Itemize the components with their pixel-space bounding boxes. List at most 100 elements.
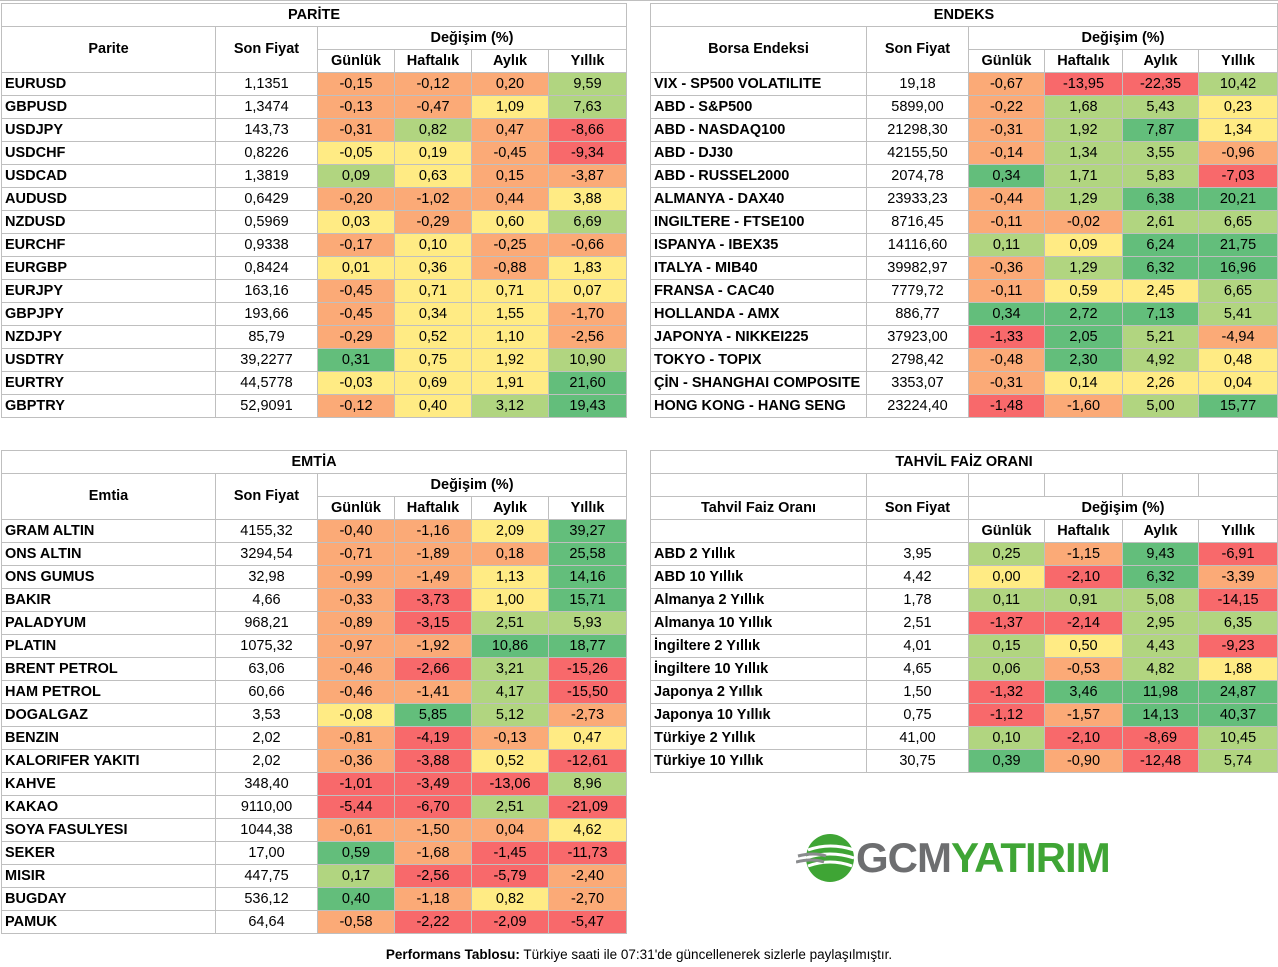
tahvil-yearly-change-cell: -14,15 xyxy=(1197,588,1278,612)
parite-yearly-change-cell: 21,60 xyxy=(547,371,628,395)
footer-note: Performans Tablosu: Türkiye saati ile 07… xyxy=(0,944,1278,966)
tahvil-yearly-change-cell: -9,23 xyxy=(1197,634,1278,658)
emtia-asset-name-cell: KALORIFER YAKITI xyxy=(1,749,216,773)
endeks-last-price-cell: 8716,45 xyxy=(866,210,969,234)
emtia-monthly-change-cell: 5,12 xyxy=(471,703,549,727)
parite-asset-name-cell: NZDUSD xyxy=(1,210,216,234)
tahvil-change-header: Değişim (%) xyxy=(967,496,1278,520)
emtia-last-price-cell: 2,02 xyxy=(215,726,318,750)
endeks-row: FRANSA - CAC40 7779,72 -0,11 0,59 2,45 6,65 xyxy=(650,279,1278,303)
tahvil-row: İngiltere 2 Yıllık 4,01 0,15 0,50 4,43 -9,23 xyxy=(650,634,1278,658)
parite-yearly-change-cell: -3,87 xyxy=(547,164,628,188)
endeks-monthly-change-cell: 4,92 xyxy=(1122,348,1199,372)
parite-weekly-change-cell: 0,71 xyxy=(394,279,472,303)
parite-last-price-cell: 1,1351 xyxy=(215,72,318,96)
endeks-asset-name-cell: ÇİN - SHANGHAI COMPOSITE xyxy=(650,371,867,395)
parite-weekly-change-cell: -1,02 xyxy=(394,187,472,211)
parite-daily-change-cell: -0,03 xyxy=(317,371,395,395)
tahvil-label-header: Tahvil Faiz Oranı xyxy=(650,496,867,520)
tahvil-weekly-change-cell: -1,15 xyxy=(1044,542,1123,566)
emtia-monthly-change-cell: 0,82 xyxy=(471,887,549,911)
parite-last-price-cell: 39,2277 xyxy=(215,348,318,372)
emtia-last-price-cell: 4155,32 xyxy=(215,519,318,543)
emtia-yearly-change-cell: 5,93 xyxy=(547,611,628,635)
endeks-last-price-cell: 2074,78 xyxy=(866,164,969,188)
tahvil-daily-header: Günlük xyxy=(968,519,1045,543)
endeks-last-price-cell: 7779,72 xyxy=(866,279,969,303)
endeks-last-price-cell: 886,77 xyxy=(866,302,969,326)
emtia-monthly-change-cell: -5,79 xyxy=(471,864,549,888)
tahvil-daily-change-cell: 0,15 xyxy=(968,634,1045,658)
endeks-last-price-cell: 37923,00 xyxy=(866,325,969,349)
parite-yearly-change-cell: 6,69 xyxy=(547,210,628,234)
endeks-yearly-change-cell: -7,03 xyxy=(1197,164,1278,188)
emtia-section: EMTİA Emtia Son Fiyat Değişim (%) Günlük… xyxy=(0,450,628,934)
tahvil-monthly-change-cell: 5,08 xyxy=(1122,588,1199,612)
parite-daily-change-cell: -0,05 xyxy=(317,141,395,165)
parite-daily-change-cell: -0,45 xyxy=(317,302,395,326)
emtia-asset-name-cell: PAMUK xyxy=(1,910,216,934)
parite-monthly-change-cell: 0,60 xyxy=(471,210,549,234)
parite-price-header: Son Fiyat xyxy=(215,26,318,73)
parite-last-price-cell: 85,79 xyxy=(215,325,318,349)
tahvil-yearly-change-cell: 6,35 xyxy=(1197,611,1278,635)
endeks-weekly-change-cell: 1,92 xyxy=(1044,118,1123,142)
parite-last-price-cell: 0,8226 xyxy=(215,141,318,165)
parite-daily-change-cell: -0,17 xyxy=(317,233,395,257)
tahvil-daily-change-cell: 0,06 xyxy=(968,657,1045,681)
parite-row: GBPJPY 193,66 -0,45 0,34 1,55 -1,70 xyxy=(1,302,628,326)
emtia-row: PLATIN 1075,32 -0,97 -1,92 10,86 18,77 xyxy=(1,634,628,658)
emtia-asset-name-cell: BENZIN xyxy=(1,726,216,750)
emtia-table: EMTİA Emtia Son Fiyat Değişim (%) Günlük… xyxy=(0,450,628,934)
tahvil-blank-cell xyxy=(650,519,867,543)
endeks-monthly-change-cell: 3,55 xyxy=(1122,141,1199,165)
parite-daily-header: Günlük xyxy=(317,49,395,73)
parite-monthly-change-cell: 0,20 xyxy=(471,72,549,96)
parite-daily-change-cell: 0,31 xyxy=(317,348,395,372)
tahvil-weekly-change-cell: -2,14 xyxy=(1044,611,1123,635)
tahvil-yearly-change-cell: -6,91 xyxy=(1197,542,1278,566)
tahvil-blank-cell xyxy=(1122,473,1199,497)
endeks-row: ABD - NASDAQ100 21298,30 -0,31 1,92 7,87 1,34 xyxy=(650,118,1278,142)
parite-asset-name-cell: AUDUSD xyxy=(1,187,216,211)
endeks-daily-change-cell: -0,14 xyxy=(968,141,1045,165)
parite-monthly-change-cell: 3,12 xyxy=(471,394,549,418)
tahvil-last-price-cell: 0,75 xyxy=(866,703,969,727)
tahvil-row: Japonya 10 Yıllık 0,75 -1,12 -1,57 14,13 40,3… xyxy=(650,703,1278,727)
parite-last-price-cell: 0,5969 xyxy=(215,210,318,234)
parite-monthly-change-cell: -0,88 xyxy=(471,256,549,280)
parite-asset-name-cell: USDTRY xyxy=(1,348,216,372)
endeks-yearly-change-cell: -4,94 xyxy=(1197,325,1278,349)
parite-monthly-change-cell: 1,10 xyxy=(471,325,549,349)
emtia-weekly-change-cell: -3,15 xyxy=(394,611,472,635)
endeks-last-price-cell: 14116,60 xyxy=(866,233,969,257)
tahvil-last-price-cell: 4,01 xyxy=(866,634,969,658)
emtia-row: SOYA FASULYESI 1044,38 -0,61 -1,50 0,04 4,62 xyxy=(1,818,628,842)
tahvil-last-price-cell: 3,95 xyxy=(866,542,969,566)
emtia-yearly-change-cell: -5,47 xyxy=(547,910,628,934)
tahvil-blank-cell xyxy=(1197,473,1278,497)
tahvil-asset-name-cell: ABD 10 Yıllık xyxy=(650,565,867,589)
endeks-weekly-change-cell: -13,95 xyxy=(1044,72,1123,96)
endeks-last-price-cell: 21298,30 xyxy=(866,118,969,142)
tahvil-asset-name-cell: Almanya 10 Yıllık xyxy=(650,611,867,635)
tahvil-row: Almanya 10 Yıllık 2,51 -1,37 -2,14 2,95 6,35 xyxy=(650,611,1278,635)
emtia-last-price-cell: 1075,32 xyxy=(215,634,318,658)
parite-yearly-change-cell: 3,88 xyxy=(547,187,628,211)
emtia-yearly-change-cell: -15,50 xyxy=(547,680,628,704)
gcm-yatirim-logo: GCMYATIRIM xyxy=(796,826,1116,890)
parite-yearly-change-cell: 1,83 xyxy=(547,256,628,280)
emtia-weekly-change-cell: -1,68 xyxy=(394,841,472,865)
endeks-monthly-change-cell: 6,38 xyxy=(1122,187,1199,211)
endeks-daily-change-cell: -1,33 xyxy=(968,325,1045,349)
emtia-monthly-change-cell: 0,52 xyxy=(471,749,549,773)
tahvil-daily-change-cell: -1,37 xyxy=(968,611,1045,635)
parite-yearly-change-cell: 7,63 xyxy=(547,95,628,119)
emtia-asset-name-cell: MISIR xyxy=(1,864,216,888)
parite-row: GBPTRY 52,9091 -0,12 0,40 3,12 19,43 xyxy=(1,394,628,418)
emtia-last-price-cell: 348,40 xyxy=(215,772,318,796)
endeks-daily-change-cell: 0,11 xyxy=(968,233,1045,257)
parite-row: GBPUSD 1,3474 -0,13 -0,47 1,09 7,63 xyxy=(1,95,628,119)
parite-asset-name-cell: USDCHF xyxy=(1,141,216,165)
parite-yearly-change-cell: 10,90 xyxy=(547,348,628,372)
